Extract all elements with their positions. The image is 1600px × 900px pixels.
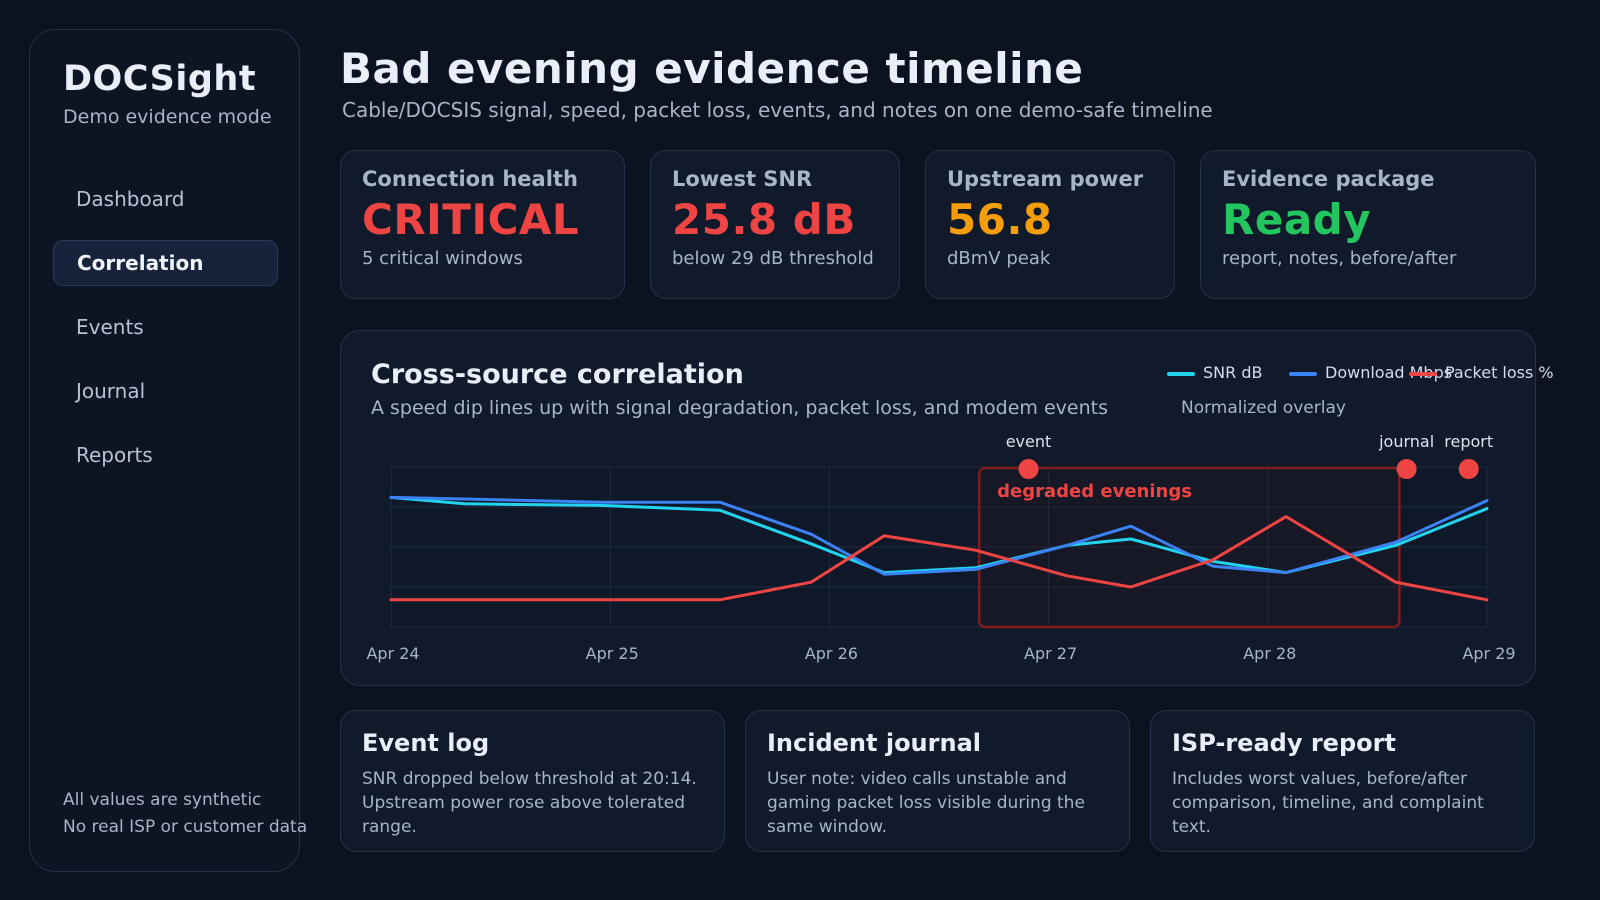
legend-label: Packet loss %: [1445, 363, 1554, 382]
card-value: 56.8: [947, 195, 1053, 244]
card-note: report, notes, before/after: [1222, 248, 1457, 269]
page-title: Bad evening evidence timeline: [340, 44, 1084, 93]
isp-report-card[interactable]: ISP-ready report Includes worst values, …: [1150, 710, 1535, 852]
chart-subtitle: A speed dip lines up with signal degrada…: [371, 397, 1108, 419]
synthetic-data-note: All values are synthetic: [63, 790, 262, 810]
card-label: Upstream power: [947, 167, 1144, 191]
card-note: dBmV peak: [947, 248, 1051, 269]
legend-swatch: [1167, 371, 1195, 376]
brand-subtitle: Demo evidence mode: [63, 106, 272, 128]
chart-title: Cross-source correlation: [371, 359, 744, 390]
card-value: Ready: [1222, 195, 1372, 244]
event-marker-event: [1018, 459, 1039, 479]
sidebar-item-events[interactable]: Events: [76, 315, 144, 339]
card-title: ISP-ready report: [1172, 729, 1396, 757]
card-label: Connection health: [362, 167, 578, 191]
x-tick-label: Apr 28: [1243, 644, 1296, 663]
sidebar-item-correlation[interactable]: Correlation: [53, 240, 278, 286]
legend-packet-loss: Packet loss %: [1409, 363, 1554, 382]
correlation-chart: Apr 24 Apr 25 Apr 26 Apr 27 Apr 28 Apr 29 degr…: [366, 432, 1515, 663]
legend-label: SNR dB: [1203, 363, 1263, 382]
event-marker-label: journal: [1378, 432, 1434, 451]
x-tick-label: Apr 24: [366, 644, 419, 663]
legend-snr: SNR dB: [1167, 363, 1262, 382]
chart-overlay-note: Normalized overlay: [1181, 398, 1346, 418]
card-body: User note: video calls unstable and gami…: [767, 769, 1085, 837]
page-subtitle: Cable/DOCSIS signal, speed, packet loss,…: [342, 98, 1213, 122]
card-value: CRITICAL: [362, 195, 580, 244]
correlation-chart-panel: Cross-source correlation A speed dip lin…: [340, 330, 1554, 686]
evidence-package-card: Evidence package Ready report, notes, be…: [1200, 150, 1536, 299]
card-title: Event log: [362, 729, 490, 757]
legend-swatch: [1409, 371, 1437, 376]
degraded-region-label: degraded evenings: [997, 481, 1192, 502]
legend-swatch: [1289, 371, 1317, 376]
event-marker-label: event: [1006, 432, 1052, 451]
legend-label: Download Mbps: [1325, 363, 1453, 382]
sidebar-item-journal[interactable]: Journal: [76, 379, 146, 403]
upstream-power-card: Upstream power 56.8 dBmV peak: [925, 150, 1175, 299]
event-marker-journal: [1396, 459, 1417, 479]
degraded-region: [977, 466, 1401, 629]
x-tick-label: Apr 29: [1462, 644, 1515, 663]
card-body: SNR dropped below threshold at 20:14. Up…: [362, 769, 697, 837]
incident-journal-card[interactable]: Incident journal User note: video calls …: [745, 710, 1130, 852]
card-label: Evidence package: [1222, 167, 1435, 191]
privacy-note: No real ISP or customer data: [63, 817, 308, 837]
x-tick-label: Apr 26: [805, 644, 858, 663]
event-marker-report: [1458, 459, 1479, 479]
card-title: Incident journal: [767, 729, 981, 757]
card-value: 25.8 dB: [672, 195, 856, 244]
card-body: Includes worst values, before/after comp…: [1172, 769, 1484, 837]
brand-logo: DOCSight: [63, 59, 257, 99]
card-note: below 29 dB threshold: [672, 248, 874, 269]
event-marker-label: report: [1444, 432, 1493, 451]
card-note: 5 critical windows: [362, 248, 523, 269]
sidebar-item-dashboard[interactable]: Dashboard: [76, 187, 185, 211]
series-line-download-mbps: [389, 495, 1489, 576]
lowest-snr-card: Lowest SNR 25.8 dB below 29 dB threshold: [650, 150, 900, 299]
sidebar: DOCSight Demo evidence mode Dashboard Co…: [29, 29, 307, 872]
event-log-card[interactable]: Event log SNR dropped below threshold at…: [340, 710, 725, 852]
connection-health-card: Connection health CRITICAL 5 critical wi…: [340, 150, 625, 299]
sidebar-item-reports[interactable]: Reports: [76, 443, 153, 467]
series-line-packet-loss-: [389, 515, 1489, 602]
x-tick-label: Apr 27: [1024, 644, 1077, 663]
legend-download: Download Mbps: [1289, 363, 1452, 382]
card-label: Lowest SNR: [672, 167, 813, 191]
x-tick-label: Apr 25: [586, 644, 639, 663]
